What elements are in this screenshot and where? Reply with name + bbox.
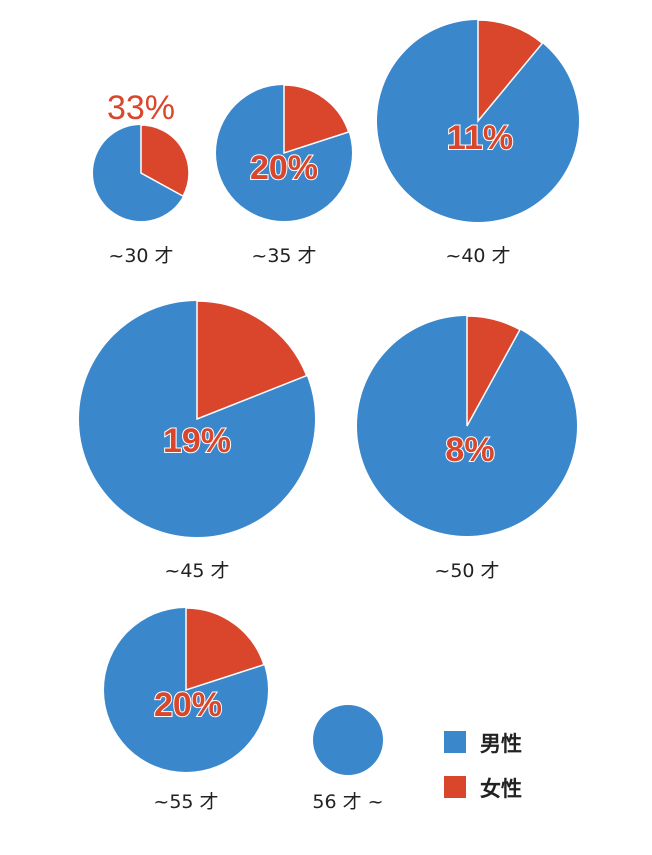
percent-label: 8%: [445, 431, 494, 469]
age-label: ~50 才: [434, 560, 499, 582]
legend-swatch-female: [444, 776, 466, 798]
pie-slice-female: [196, 300, 308, 421]
age-label: ~45 才: [164, 560, 229, 582]
age-label: ~30 才: [108, 245, 173, 267]
legend-swatch-male: [444, 731, 466, 753]
pie-group: 56 才 ~: [312, 705, 384, 813]
pies-layer: 33% ~30 才 20% ~35 才 11% ~40 才 19% ~45 才 8% ~50 才 2…: [79, 19, 579, 813]
age-label: ~55 才: [153, 791, 218, 813]
pie-group: 8% ~50 才: [357, 315, 577, 582]
age-label: ~35 才: [251, 245, 316, 267]
percent-label: 20%: [250, 149, 318, 187]
pie-slice-female: [283, 84, 350, 155]
pie-slice-female: [140, 124, 190, 198]
pie-slice-female: [185, 607, 265, 692]
pie-slice-female: [477, 19, 544, 124]
age-label: 56 才 ~: [312, 791, 383, 813]
age-label: ~40 才: [445, 245, 510, 267]
legend: 男性 女性: [444, 731, 522, 801]
pie-group: 33% ~30 才: [93, 89, 190, 267]
pie-slice-female: [466, 315, 522, 427]
pie-group: 20% ~55 才: [104, 607, 268, 813]
legend-label-male: 男性: [480, 732, 522, 756]
pie-group: 20% ~35 才: [216, 84, 352, 267]
percent-label: 19%: [163, 422, 231, 460]
percent-label: 20%: [154, 686, 222, 724]
percent-label: 33%: [107, 89, 175, 127]
pie-group: 11% ~40 才: [377, 19, 579, 267]
pie-slice-male: [313, 705, 383, 775]
pie-group: 19% ~45 才: [79, 300, 315, 582]
legend-label-female: 女性: [480, 777, 522, 801]
percent-label: 11%: [447, 119, 513, 157]
